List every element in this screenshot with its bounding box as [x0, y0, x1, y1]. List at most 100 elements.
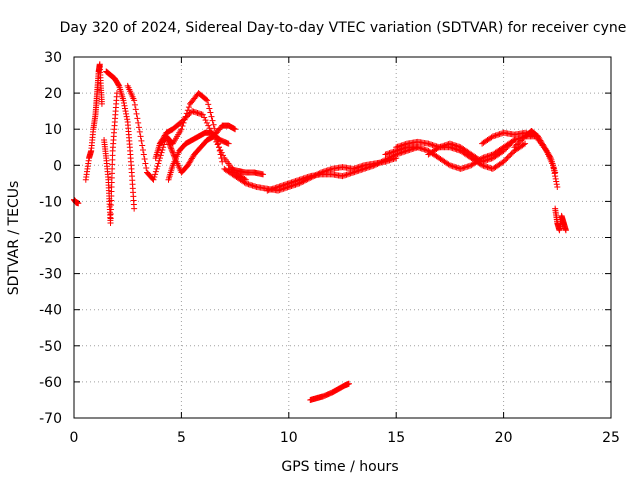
data-point: [501, 157, 508, 164]
data-point: [169, 149, 176, 156]
data-point: [132, 106, 139, 113]
series-trace-j: [225, 165, 267, 178]
data-point: [552, 175, 559, 182]
data-point: [143, 165, 150, 172]
data-point: [165, 138, 172, 145]
data-point: [377, 159, 384, 166]
data-point: [154, 163, 161, 170]
data-point: [183, 113, 190, 120]
data-point: [375, 160, 382, 167]
data-point: [168, 146, 175, 153]
data-point: [514, 141, 521, 148]
series-trace-d: [103, 68, 138, 212]
data-point: [139, 142, 146, 149]
data-point: [522, 140, 529, 147]
data-point: [182, 114, 189, 121]
data-point: [508, 150, 515, 157]
y-tick-label: -10: [39, 194, 62, 210]
y-tick-label: -30: [39, 267, 62, 283]
data-point: [134, 115, 141, 122]
data-point: [208, 113, 215, 120]
axis-ticks: 0 5 10 15 20 25 -70 -60 -50 -40 -30 -20 -10 0 10 20 30: [39, 50, 620, 446]
data-point: [168, 145, 175, 152]
data-point: [122, 108, 129, 115]
data-point: [124, 116, 131, 123]
data-point: [554, 183, 561, 190]
data-point: [164, 136, 171, 143]
data-point: [159, 146, 166, 153]
data-point: [98, 100, 105, 107]
data-point: [135, 124, 142, 131]
y-tick-label: -40: [39, 303, 62, 319]
data-point: [153, 165, 160, 172]
data-point: [211, 125, 218, 132]
data-point: [500, 147, 507, 154]
data-point: [140, 151, 147, 158]
y-tick-label: 0: [53, 158, 62, 174]
data-point: [164, 137, 171, 144]
chart-title: Day 320 of 2024, Sidereal Day-to-day VTE…: [60, 20, 627, 36]
data-point: [152, 171, 159, 178]
data-point: [503, 145, 510, 152]
data-point: [232, 126, 239, 133]
data-point: [131, 205, 138, 212]
data-point: [381, 157, 388, 164]
data-point: [140, 146, 147, 153]
x-tick-label: 5: [177, 430, 186, 446]
data-point: [167, 142, 174, 149]
data-point: [203, 96, 210, 103]
data-point: [504, 143, 511, 150]
y-tick-label: -60: [39, 375, 62, 391]
data-point: [218, 149, 225, 156]
data-point: [209, 117, 216, 124]
data-point: [185, 104, 192, 111]
data-point: [115, 81, 122, 88]
data-point: [508, 139, 515, 146]
data-point: [156, 157, 163, 164]
data-point: [137, 133, 144, 140]
data-point: [199, 111, 206, 118]
data-point: [179, 117, 186, 124]
y-tick-label: 10: [44, 122, 62, 138]
data-point: [373, 161, 380, 168]
data-point: [152, 168, 159, 175]
plot-frame: [73, 56, 612, 419]
data-point: [217, 146, 224, 153]
series-trace-q: [511, 128, 559, 176]
data-point: [382, 156, 389, 163]
data-point: [166, 140, 173, 147]
data-point: [181, 116, 188, 123]
data-point: [75, 200, 82, 207]
data-point: [133, 110, 140, 117]
data-point: [383, 156, 390, 163]
data-point: [507, 151, 514, 158]
data-point: [374, 160, 381, 167]
series-trace-h: [165, 129, 232, 183]
data-point: [225, 140, 232, 147]
data-point: [201, 114, 208, 121]
data-point: [511, 137, 518, 144]
data-point: [131, 101, 138, 108]
data-point: [169, 148, 176, 155]
data-point: [151, 174, 158, 181]
data-point: [135, 119, 142, 126]
data-point: [520, 141, 527, 148]
x-tick-label: 10: [280, 430, 298, 446]
data-point: [155, 160, 162, 167]
data-point: [552, 169, 559, 176]
x-tick-label: 0: [70, 430, 79, 446]
data-point: [150, 176, 157, 183]
data-point: [515, 140, 522, 147]
data-point: [210, 121, 217, 128]
x-tick-label: 20: [495, 430, 513, 446]
data-point: [123, 113, 130, 120]
data-point: [371, 162, 378, 169]
data-point: [519, 136, 526, 143]
data-point: [516, 138, 523, 145]
data-point: [166, 141, 173, 148]
data-point: [509, 138, 516, 145]
x-axis-label: GPS time / hours: [281, 459, 398, 475]
data-point: [260, 171, 267, 178]
data-point: [503, 155, 510, 162]
data-point: [507, 141, 514, 148]
